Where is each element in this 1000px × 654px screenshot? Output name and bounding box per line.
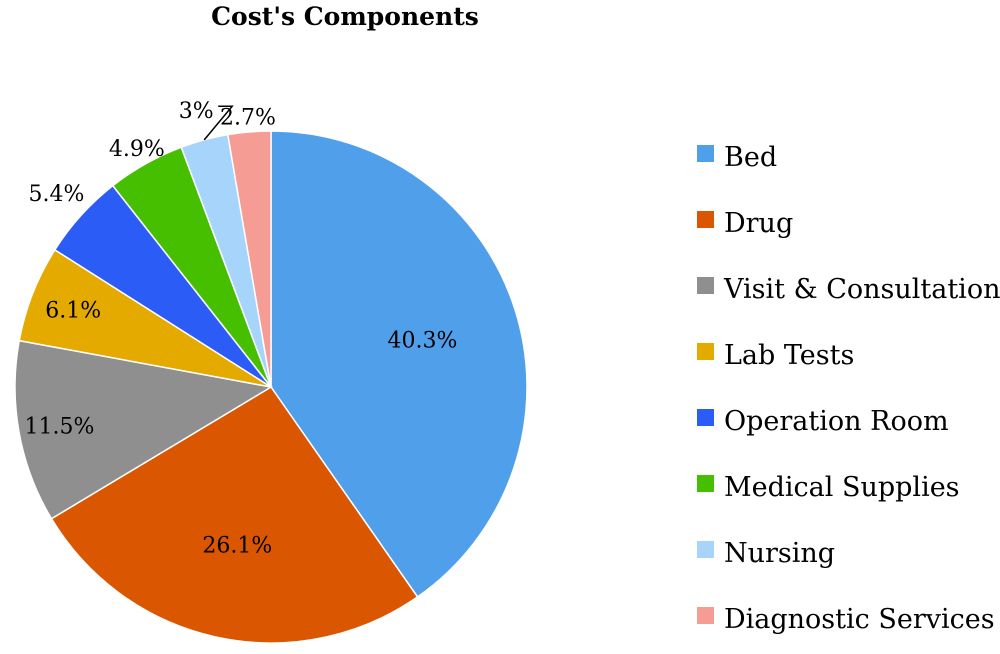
legend: Bed Drug Visit & Consultation Lab Tests Oper… <box>697 142 1000 635</box>
slice-visit-and-consultation <box>14 339 274 520</box>
legend-swatch-operation-room <box>697 409 714 426</box>
legend-label-medical-supplies: Medical Supplies <box>724 472 960 503</box>
slice-diagnostic-services <box>226 130 272 388</box>
data-labels: 40.3% 26.1% 11.5% 6.1% 5.4% 4.9% 3% 2.7% <box>24 99 457 559</box>
leader-line-nursing <box>203 105 234 141</box>
legend-swatch-bed <box>697 145 714 162</box>
legend-swatch-visit-and-consultation <box>697 277 714 294</box>
legend-swatch-medical-supplies <box>697 475 714 492</box>
slice-drug <box>50 385 419 644</box>
legend-swatch-diagnostic-services <box>697 607 714 624</box>
pie-slices <box>14 130 528 644</box>
legend-label-visit-and-consultation: Visit & Consultation <box>723 274 1000 305</box>
legend-swatch-lab-tests <box>697 343 714 360</box>
legend-label-nursing: Nursing <box>724 538 835 569</box>
legend-label-bed: Bed <box>724 142 777 173</box>
legend-label-diagnostic-services: Diagnostic Services <box>724 604 995 635</box>
data-label-bed: 40.3% <box>387 328 457 353</box>
data-label-operation-room: 5.4% <box>28 182 84 207</box>
legend-swatch-drug <box>697 211 714 228</box>
data-label-visit-and-consultation: 11.5% <box>24 414 94 439</box>
chart-title: Cost's Components <box>211 2 479 31</box>
legend-label-drug: Drug <box>724 208 793 239</box>
data-label-nursing: 3% <box>179 99 214 124</box>
data-label-drug: 26.1% <box>202 534 272 559</box>
data-label-diagnostic-services: 2.7% <box>220 106 276 131</box>
legend-label-operation-room: Operation Room <box>724 406 949 437</box>
slice-bed <box>270 130 528 598</box>
legend-swatch-nursing <box>697 541 714 558</box>
legend-label-lab-tests: Lab Tests <box>724 340 854 371</box>
data-label-medical-supplies: 4.9% <box>109 137 165 162</box>
data-label-lab-tests: 6.1% <box>45 298 101 323</box>
